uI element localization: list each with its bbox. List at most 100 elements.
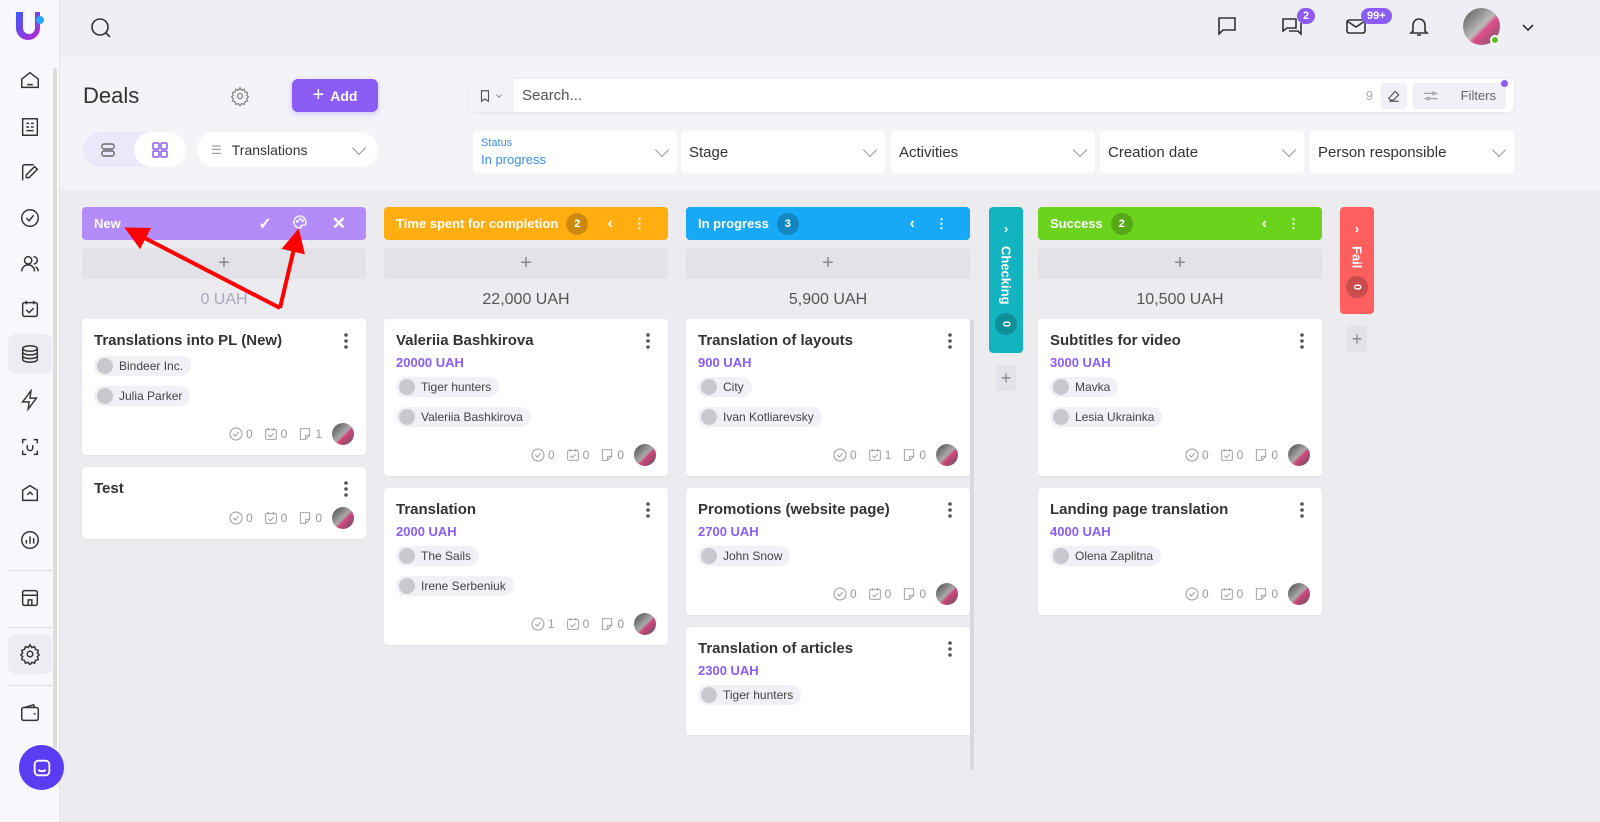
- events-indicator[interactable]: 0: [263, 510, 287, 526]
- stage-filter[interactable]: Stage: [681, 131, 885, 173]
- contact-chip[interactable]: Valeriia Bashkirova: [396, 407, 531, 427]
- column-menu-icon[interactable]: ⋮: [1287, 215, 1300, 231]
- notes-indicator[interactable]: 0: [1253, 586, 1278, 602]
- deal-card[interactable]: Translation of layouts 900 UAH City Ivan Ko…: [686, 319, 970, 476]
- chevron-down-icon[interactable]: [1516, 15, 1540, 39]
- search-icon[interactable]: [89, 16, 113, 40]
- more-options-icon[interactable]: [948, 502, 952, 523]
- deal-card[interactable]: Test 0 0 0: [82, 467, 366, 539]
- deal-title[interactable]: Promotions (website page): [698, 501, 890, 518]
- deal-card[interactable]: Translation of articles 2300 UAH Tiger hun…: [686, 627, 970, 735]
- deals-icon[interactable]: [8, 334, 52, 374]
- contact-chip[interactable]: Irene Serbeniuk: [396, 576, 514, 596]
- calendar-icon[interactable]: [18, 297, 42, 321]
- deal-card[interactable]: Valeriia Bashkirova 20000 UAH Tiger hunter…: [384, 319, 668, 476]
- responsible-avatar[interactable]: [1288, 583, 1310, 605]
- more-options-icon[interactable]: [646, 502, 650, 523]
- deal-card[interactable]: Translation 2000 UAH The Sails Irene Serben…: [384, 488, 668, 645]
- store-icon[interactable]: [18, 586, 42, 610]
- close-icon[interactable]: ✕: [331, 213, 346, 233]
- add-deal-button[interactable]: +: [384, 248, 668, 279]
- notes-indicator[interactable]: 0: [599, 616, 624, 632]
- contact-chip[interactable]: John Snow: [698, 546, 791, 566]
- column-menu-icon[interactable]: ⋮: [633, 215, 646, 231]
- mail-icon[interactable]: [1344, 14, 1368, 38]
- tasks-indicator[interactable]: 0: [832, 586, 857, 602]
- responsible-avatar[interactable]: [634, 613, 656, 635]
- company-chip[interactable]: Tiger hunters: [698, 685, 802, 705]
- column-title[interactable]: New: [94, 216, 121, 231]
- companies-icon[interactable]: [18, 115, 42, 139]
- expand-chevron-icon[interactable]: ›: [1354, 221, 1360, 236]
- kanban-view-button[interactable]: [134, 132, 186, 167]
- activities-filter[interactable]: Activities: [891, 131, 1095, 173]
- add-deal-button[interactable]: +: [996, 365, 1016, 391]
- contact-chip[interactable]: Ivan Kotliarevsky: [698, 407, 822, 427]
- events-indicator[interactable]: 0: [565, 447, 589, 463]
- support-chat-button[interactable]: [19, 745, 64, 790]
- more-options-icon[interactable]: [1300, 333, 1304, 354]
- app-logo[interactable]: [14, 10, 44, 42]
- events-indicator[interactable]: 0: [263, 426, 287, 442]
- users-icon[interactable]: [18, 252, 42, 276]
- column-checking-collapsed[interactable]: › Checking 0: [989, 207, 1023, 353]
- responsible-avatar[interactable]: [332, 423, 354, 445]
- deal-card[interactable]: Translations into PL (New) Bindeer Inc. Ju…: [82, 319, 366, 455]
- wallet-icon[interactable]: [18, 701, 42, 725]
- deal-title[interactable]: Test: [94, 480, 124, 497]
- tasks-indicator[interactable]: 0: [832, 447, 857, 463]
- notes-indicator[interactable]: 0: [599, 447, 624, 463]
- gear-icon[interactable]: [230, 86, 250, 111]
- responsible-avatar[interactable]: [936, 444, 958, 466]
- deal-card[interactable]: Landing page translation 4000 UAH Olena Za…: [1038, 488, 1322, 615]
- contact-chip[interactable]: Julia Parker: [94, 386, 191, 406]
- add-deal-button[interactable]: +: [1038, 248, 1322, 279]
- notes-indicator[interactable]: 1: [297, 426, 322, 442]
- status-filter[interactable]: Status In progress: [473, 131, 677, 173]
- add-deal-button[interactable]: +: [1347, 326, 1367, 352]
- more-options-icon[interactable]: [948, 641, 952, 662]
- confirm-check-icon[interactable]: ✓: [258, 215, 272, 233]
- events-indicator[interactable]: 1: [867, 447, 891, 463]
- scan-icon[interactable]: [18, 435, 42, 459]
- pipeline-select[interactable]: ☰ Translations: [197, 132, 378, 167]
- tasks-icon[interactable]: [18, 206, 42, 230]
- company-chip[interactable]: Tiger hunters: [396, 377, 500, 397]
- deal-title[interactable]: Translation of articles: [698, 640, 854, 657]
- marketing-icon[interactable]: [18, 481, 42, 505]
- notes-indicator[interactable]: 0: [1253, 447, 1278, 463]
- deal-title[interactable]: Translation: [396, 501, 477, 518]
- collapse-chevron-icon[interactable]: ‹: [607, 214, 613, 232]
- more-options-icon[interactable]: [948, 333, 952, 354]
- home-icon[interactable]: [18, 68, 42, 92]
- settings-icon[interactable]: [8, 634, 52, 674]
- responsible-avatar[interactable]: [936, 583, 958, 605]
- deal-title[interactable]: Subtitles for video: [1050, 332, 1181, 349]
- sidebar-scrollbar[interactable]: [53, 68, 57, 748]
- company-chip[interactable]: The Sails: [396, 546, 480, 566]
- more-options-icon[interactable]: [646, 333, 650, 354]
- deal-title[interactable]: Landing page translation: [1050, 501, 1229, 518]
- contacts-icon[interactable]: [18, 161, 42, 185]
- bell-icon[interactable]: [1407, 14, 1431, 38]
- tasks-indicator[interactable]: 0: [1184, 447, 1209, 463]
- clear-search-button[interactable]: [1381, 82, 1407, 109]
- tasks-indicator[interactable]: 0: [228, 426, 253, 442]
- events-indicator[interactable]: 0: [867, 586, 891, 602]
- more-options-icon[interactable]: [344, 481, 348, 502]
- collapse-chevron-icon[interactable]: ‹: [1261, 214, 1267, 232]
- add-deal-button[interactable]: +: [82, 248, 366, 279]
- more-options-icon[interactable]: [1300, 502, 1304, 523]
- message-icon[interactable]: [1215, 14, 1239, 38]
- automation-icon[interactable]: [18, 388, 42, 412]
- tasks-indicator[interactable]: 0: [1184, 586, 1209, 602]
- person-responsible-filter[interactable]: Person responsible: [1310, 131, 1514, 173]
- contact-chip[interactable]: Olena Zaplitna: [1050, 546, 1162, 566]
- responsible-avatar[interactable]: [332, 507, 354, 529]
- company-chip[interactable]: Bindeer Inc.: [94, 356, 192, 376]
- deal-title[interactable]: Translations into PL (New): [94, 332, 283, 349]
- collapse-chevron-icon[interactable]: ‹: [909, 214, 915, 232]
- expand-chevron-icon[interactable]: ›: [1003, 221, 1009, 236]
- responsible-avatar[interactable]: [1288, 444, 1310, 466]
- deal-title[interactable]: Valeriia Bashkirova: [396, 332, 534, 349]
